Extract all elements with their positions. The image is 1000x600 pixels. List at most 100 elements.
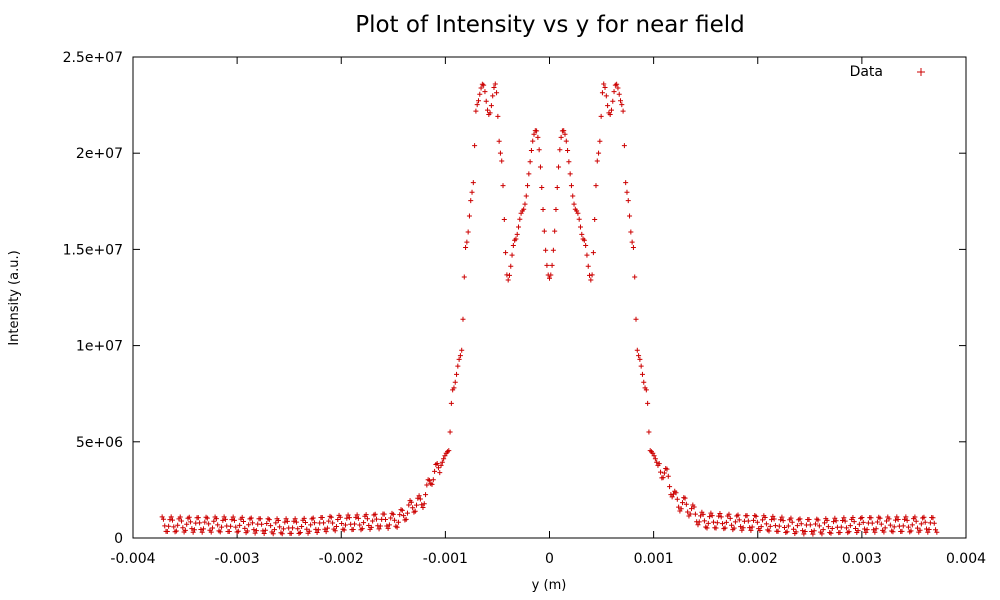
data-point	[763, 521, 769, 527]
data-point	[330, 520, 336, 526]
data-point	[738, 524, 744, 530]
data-point	[705, 520, 711, 526]
data-point	[775, 528, 781, 534]
data-point	[363, 512, 369, 518]
data-point	[414, 502, 420, 508]
data-point	[503, 250, 509, 256]
data-point	[335, 517, 341, 523]
data-point	[893, 517, 899, 523]
data-point	[342, 522, 348, 528]
data-point	[488, 103, 494, 109]
data-point	[240, 519, 246, 525]
data-point	[283, 516, 289, 522]
data-point	[526, 171, 532, 177]
data-point	[447, 429, 453, 435]
data-point	[729, 522, 735, 528]
data-point	[800, 528, 806, 534]
y-axis-ticks: 0 5e+06 1e+07 1.5e+07 2e+07 2.5e+07	[63, 50, 966, 547]
data-point	[900, 523, 906, 529]
data-point	[890, 529, 896, 535]
data-point	[871, 527, 877, 533]
plot-area-frame	[132, 56, 967, 539]
data-point	[720, 521, 726, 527]
data-point	[523, 193, 529, 199]
data-point	[281, 526, 287, 532]
data-point	[736, 517, 742, 523]
x-tick-label: 0.004	[946, 551, 986, 567]
data-point	[829, 525, 835, 531]
data-point	[837, 530, 843, 536]
data-point	[199, 529, 205, 535]
data-point	[306, 528, 312, 534]
data-point	[579, 231, 585, 237]
data-point	[295, 526, 301, 532]
data-point	[815, 517, 821, 523]
data-point	[757, 528, 763, 534]
data-point	[404, 510, 410, 516]
data-point	[576, 216, 582, 222]
data-point	[891, 524, 897, 530]
data-point	[302, 519, 308, 525]
data-point	[832, 515, 838, 521]
data-point	[491, 84, 497, 90]
data-point	[221, 514, 227, 520]
data-point	[544, 262, 550, 268]
data-point	[855, 528, 861, 534]
data-point	[722, 525, 728, 531]
data-point	[504, 272, 510, 278]
data-point	[259, 521, 265, 527]
data-point	[716, 513, 722, 519]
data-point	[909, 522, 915, 528]
data-point	[468, 198, 474, 204]
data-point	[781, 525, 787, 531]
data-point	[798, 521, 804, 527]
data-point	[621, 143, 627, 149]
data-point	[531, 131, 537, 137]
y-axis-label: Intensity (a.u.)	[7, 250, 22, 345]
data-point	[337, 514, 343, 520]
data-point	[872, 529, 878, 535]
data-point	[605, 103, 611, 109]
data-point	[229, 517, 235, 523]
data-point	[475, 98, 481, 104]
data-point	[204, 515, 210, 521]
data-point	[547, 275, 552, 281]
data-point	[206, 521, 212, 527]
data-point	[275, 518, 281, 524]
data-point	[465, 229, 471, 235]
data-point	[372, 511, 378, 517]
data-point	[667, 484, 673, 490]
data-point	[593, 183, 599, 189]
data-point	[260, 528, 266, 534]
data-point	[899, 528, 905, 534]
data-point	[164, 529, 170, 535]
data-point	[473, 108, 479, 114]
data-point	[368, 524, 374, 530]
data-point	[549, 262, 555, 268]
data-point	[253, 528, 259, 534]
data-point	[740, 525, 746, 531]
data-point	[430, 477, 436, 483]
data-point	[587, 272, 593, 278]
data-point	[252, 530, 258, 536]
data-point	[319, 514, 325, 520]
data-point	[780, 518, 786, 524]
data-point	[599, 90, 605, 96]
data-point	[366, 522, 372, 528]
data-point	[629, 239, 635, 245]
data-point	[616, 91, 622, 97]
data-point	[385, 525, 391, 531]
data-point	[934, 529, 940, 535]
data-point	[485, 107, 491, 113]
data-point	[228, 523, 234, 529]
data-point	[496, 138, 502, 144]
data-point	[658, 469, 664, 475]
data-point	[390, 511, 396, 517]
data-point	[863, 529, 869, 535]
data-point	[598, 113, 604, 119]
data-point	[550, 247, 556, 253]
data-point	[517, 216, 523, 222]
data-point	[562, 131, 568, 137]
data-point	[251, 527, 257, 533]
data-point	[608, 107, 614, 113]
